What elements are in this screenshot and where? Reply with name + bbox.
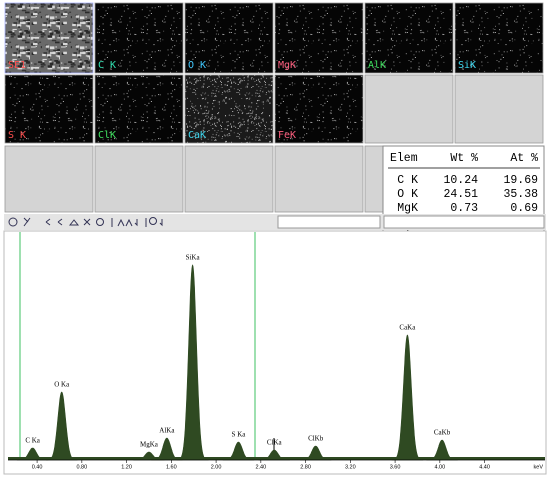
map-label: MgK xyxy=(278,60,296,71)
map-label: C K xyxy=(98,60,116,71)
peak-label: CaKa xyxy=(399,324,416,332)
map-label: CaK xyxy=(188,130,206,141)
element-map xyxy=(94,74,184,144)
x-tick-label: 2.40 xyxy=(255,464,266,470)
x-tick-label: 4.40 xyxy=(479,464,490,470)
peak xyxy=(222,441,255,461)
x-tick-label: 3.60 xyxy=(390,464,401,470)
peak xyxy=(151,437,183,461)
element-map xyxy=(364,2,454,74)
empty-cell xyxy=(454,74,544,144)
peak-label: MgKa xyxy=(140,441,159,449)
peak xyxy=(176,264,209,461)
x-tick-label: 0.80 xyxy=(76,464,87,470)
table-cell: 0.73 xyxy=(450,202,478,215)
table-header: Elem xyxy=(390,152,418,165)
x-tick-label: 1.20 xyxy=(121,464,132,470)
map-label: SiK xyxy=(458,60,476,71)
input-box[interactable] xyxy=(383,215,545,229)
peak-label: SiKa xyxy=(186,254,201,262)
map-label: O K xyxy=(188,60,206,71)
table-cell: 19.69 xyxy=(503,174,538,187)
element-map xyxy=(274,2,364,74)
peak-label: AlKa xyxy=(159,427,175,435)
peak-label: C Ka xyxy=(25,437,40,445)
table-header: Wt % xyxy=(450,152,478,165)
input-box[interactable] xyxy=(277,215,381,229)
map-label: S K xyxy=(8,130,26,141)
empty-cell xyxy=(184,145,274,213)
x-tick-label: 2.00 xyxy=(211,464,222,470)
peak-label: S Ka xyxy=(232,431,247,439)
empty-cell xyxy=(364,74,454,144)
element-map xyxy=(4,2,94,74)
table-cell: 24.51 xyxy=(443,188,478,201)
table-cell: 0.69 xyxy=(510,202,538,215)
x-tick-label: 4.00 xyxy=(434,464,445,470)
element-map xyxy=(274,74,364,144)
map-label: SE1 xyxy=(8,60,26,71)
element-map xyxy=(184,2,274,74)
table-header: At % xyxy=(510,152,538,165)
element-map xyxy=(454,2,544,74)
peak xyxy=(426,439,458,461)
x-tick-label: 2.80 xyxy=(300,464,311,470)
x-unit: keV xyxy=(534,464,544,470)
table-cell: O K xyxy=(397,188,418,201)
table-cell: 10.24 xyxy=(443,174,478,187)
element-map xyxy=(94,2,184,74)
x-tick-label: 1.60 xyxy=(166,464,177,470)
empty-cell xyxy=(274,145,364,213)
table-cell: C K xyxy=(397,174,418,187)
map-label: AlK xyxy=(368,60,386,71)
table-cell: MgK xyxy=(397,202,418,215)
spectrum-panel xyxy=(3,230,547,475)
toolbar-icons[interactable] xyxy=(8,217,163,228)
peak xyxy=(46,391,78,461)
empty-cell xyxy=(4,145,94,213)
element-map xyxy=(4,74,94,144)
map-label: ClK xyxy=(98,130,116,141)
peak-label: CaKb xyxy=(434,429,451,437)
table-cell: 35.38 xyxy=(503,188,538,201)
empty-cell xyxy=(94,145,184,213)
element-map xyxy=(184,74,274,144)
map-label: FeK xyxy=(278,130,296,141)
peak-label: ClKa xyxy=(267,439,283,447)
x-tick-label: 3.20 xyxy=(345,464,356,470)
peak-label: ClKb xyxy=(308,435,324,443)
peak-label: O Ka xyxy=(54,381,70,389)
peak xyxy=(391,334,424,461)
x-tick-label: 0.40 xyxy=(32,464,43,470)
